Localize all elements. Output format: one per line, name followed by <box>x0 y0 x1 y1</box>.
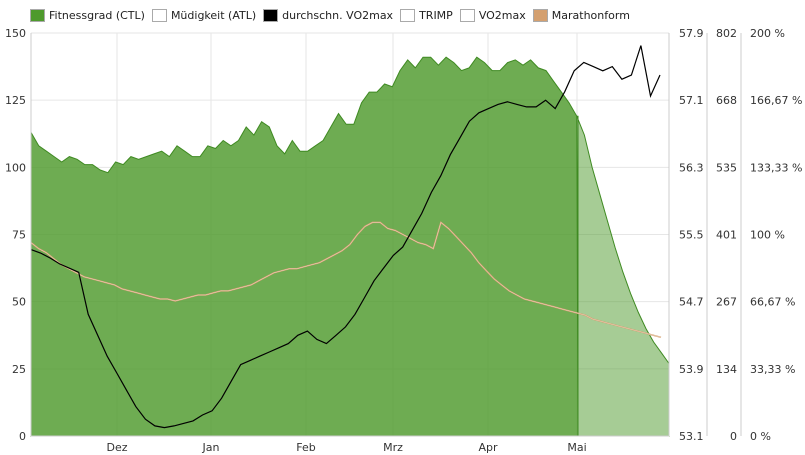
x-axis-tick-label: Mrz <box>383 441 403 454</box>
fitness-area <box>30 56 670 437</box>
vo2-axis-tick-label: 56.3 <box>679 161 704 174</box>
series-lines <box>30 45 662 429</box>
left-axis-tick-label: 0 <box>19 430 26 443</box>
percent-axis-tick-label: 66,67 % <box>750 296 795 309</box>
left-axis-tick-label: 125 <box>5 94 26 107</box>
left-axis-tick-label: 100 <box>5 161 26 174</box>
legend-swatch <box>532 8 548 22</box>
x-axis-tick-label: Jan <box>202 441 220 454</box>
legend-swatch <box>263 8 279 22</box>
trimp-axis-tick-label: 668 <box>716 94 737 107</box>
left-axis-tick-label: 25 <box>12 363 26 376</box>
vo2-axis-tick-label: 57.9 <box>679 27 704 40</box>
trimp-axis-tick-label: 535 <box>716 161 737 174</box>
percent-axis-tick-label: 0 % <box>750 430 771 443</box>
legend-item-trimp[interactable]: TRIMP <box>400 8 453 22</box>
trimp-axis-tick-label: 0 <box>730 430 737 443</box>
fitness-area-forecast <box>576 115 670 437</box>
marathonform-line-highlight <box>30 221 662 338</box>
trimp-axis-tick-label: 267 <box>716 296 737 309</box>
legend-item-avg-vo2max[interactable]: durchschn. VO2max <box>263 8 394 22</box>
trimp-axis-tick-label: 802 <box>716 27 737 40</box>
percent-axis-tick-label: 100 % <box>750 229 785 242</box>
legend: Fitnessgrad (CTL) Müdigkeit (ATL) durchs… <box>30 6 637 24</box>
x-axis-tick-label: Mai <box>567 441 586 454</box>
legend-swatch <box>459 8 475 22</box>
avg-vo2max-line <box>30 45 661 429</box>
vo2-axis-tick-label: 53.9 <box>679 363 704 376</box>
x-axis-tick-label: Feb <box>296 441 315 454</box>
axes: 150 125 100 75 50 25 0 57.9 57.1 56.3 55.5 54.7 53.9… <box>5 27 802 454</box>
legend-label: Fitnessgrad (CTL) <box>49 8 145 22</box>
percent-axis-tick-label: 166,67 % <box>750 94 802 107</box>
percent-axis-tick-label: 200 % <box>750 27 785 40</box>
left-axis-tick-label: 75 <box>12 229 26 242</box>
legend-item-ctl[interactable]: Fitnessgrad (CTL) <box>30 8 145 22</box>
vo2-axis-tick-label: 57.1 <box>679 94 704 107</box>
trimp-axis-tick-label: 401 <box>716 229 737 242</box>
percent-axis-tick-label: 33,33 % <box>750 363 795 376</box>
legend-label: Marathonform <box>551 8 630 22</box>
vo2-axis-tick-label: 54.7 <box>679 296 704 309</box>
fitness-area-past <box>30 56 579 437</box>
legend-label: durchschn. VO2max <box>282 8 394 22</box>
legend-swatch <box>151 8 167 22</box>
vo2-axis-tick-label: 53.1 <box>679 430 704 443</box>
legend-item-atl[interactable]: Müdigkeit (ATL) <box>151 8 257 22</box>
percent-axis-tick-label: 133,33 % <box>750 161 802 174</box>
legend-item-vo2max[interactable]: VO2max <box>459 8 526 22</box>
trimp-axis-tick-label: 134 <box>716 363 737 376</box>
left-axis-tick-label: 150 <box>5 27 26 40</box>
x-axis-tick-label: Apr <box>478 441 498 454</box>
legend-label: VO2max <box>478 8 526 22</box>
legend-label: Müdigkeit (ATL) <box>170 8 257 22</box>
legend-label: TRIMP <box>419 8 453 22</box>
left-axis-tick-label: 50 <box>12 296 26 309</box>
legend-item-marathonform[interactable]: Marathonform <box>532 8 630 22</box>
legend-swatch <box>30 8 45 22</box>
x-axis-tick-label: Dez <box>106 441 127 454</box>
legend-swatch <box>400 8 416 22</box>
vo2-axis-tick-label: 55.5 <box>679 229 704 242</box>
